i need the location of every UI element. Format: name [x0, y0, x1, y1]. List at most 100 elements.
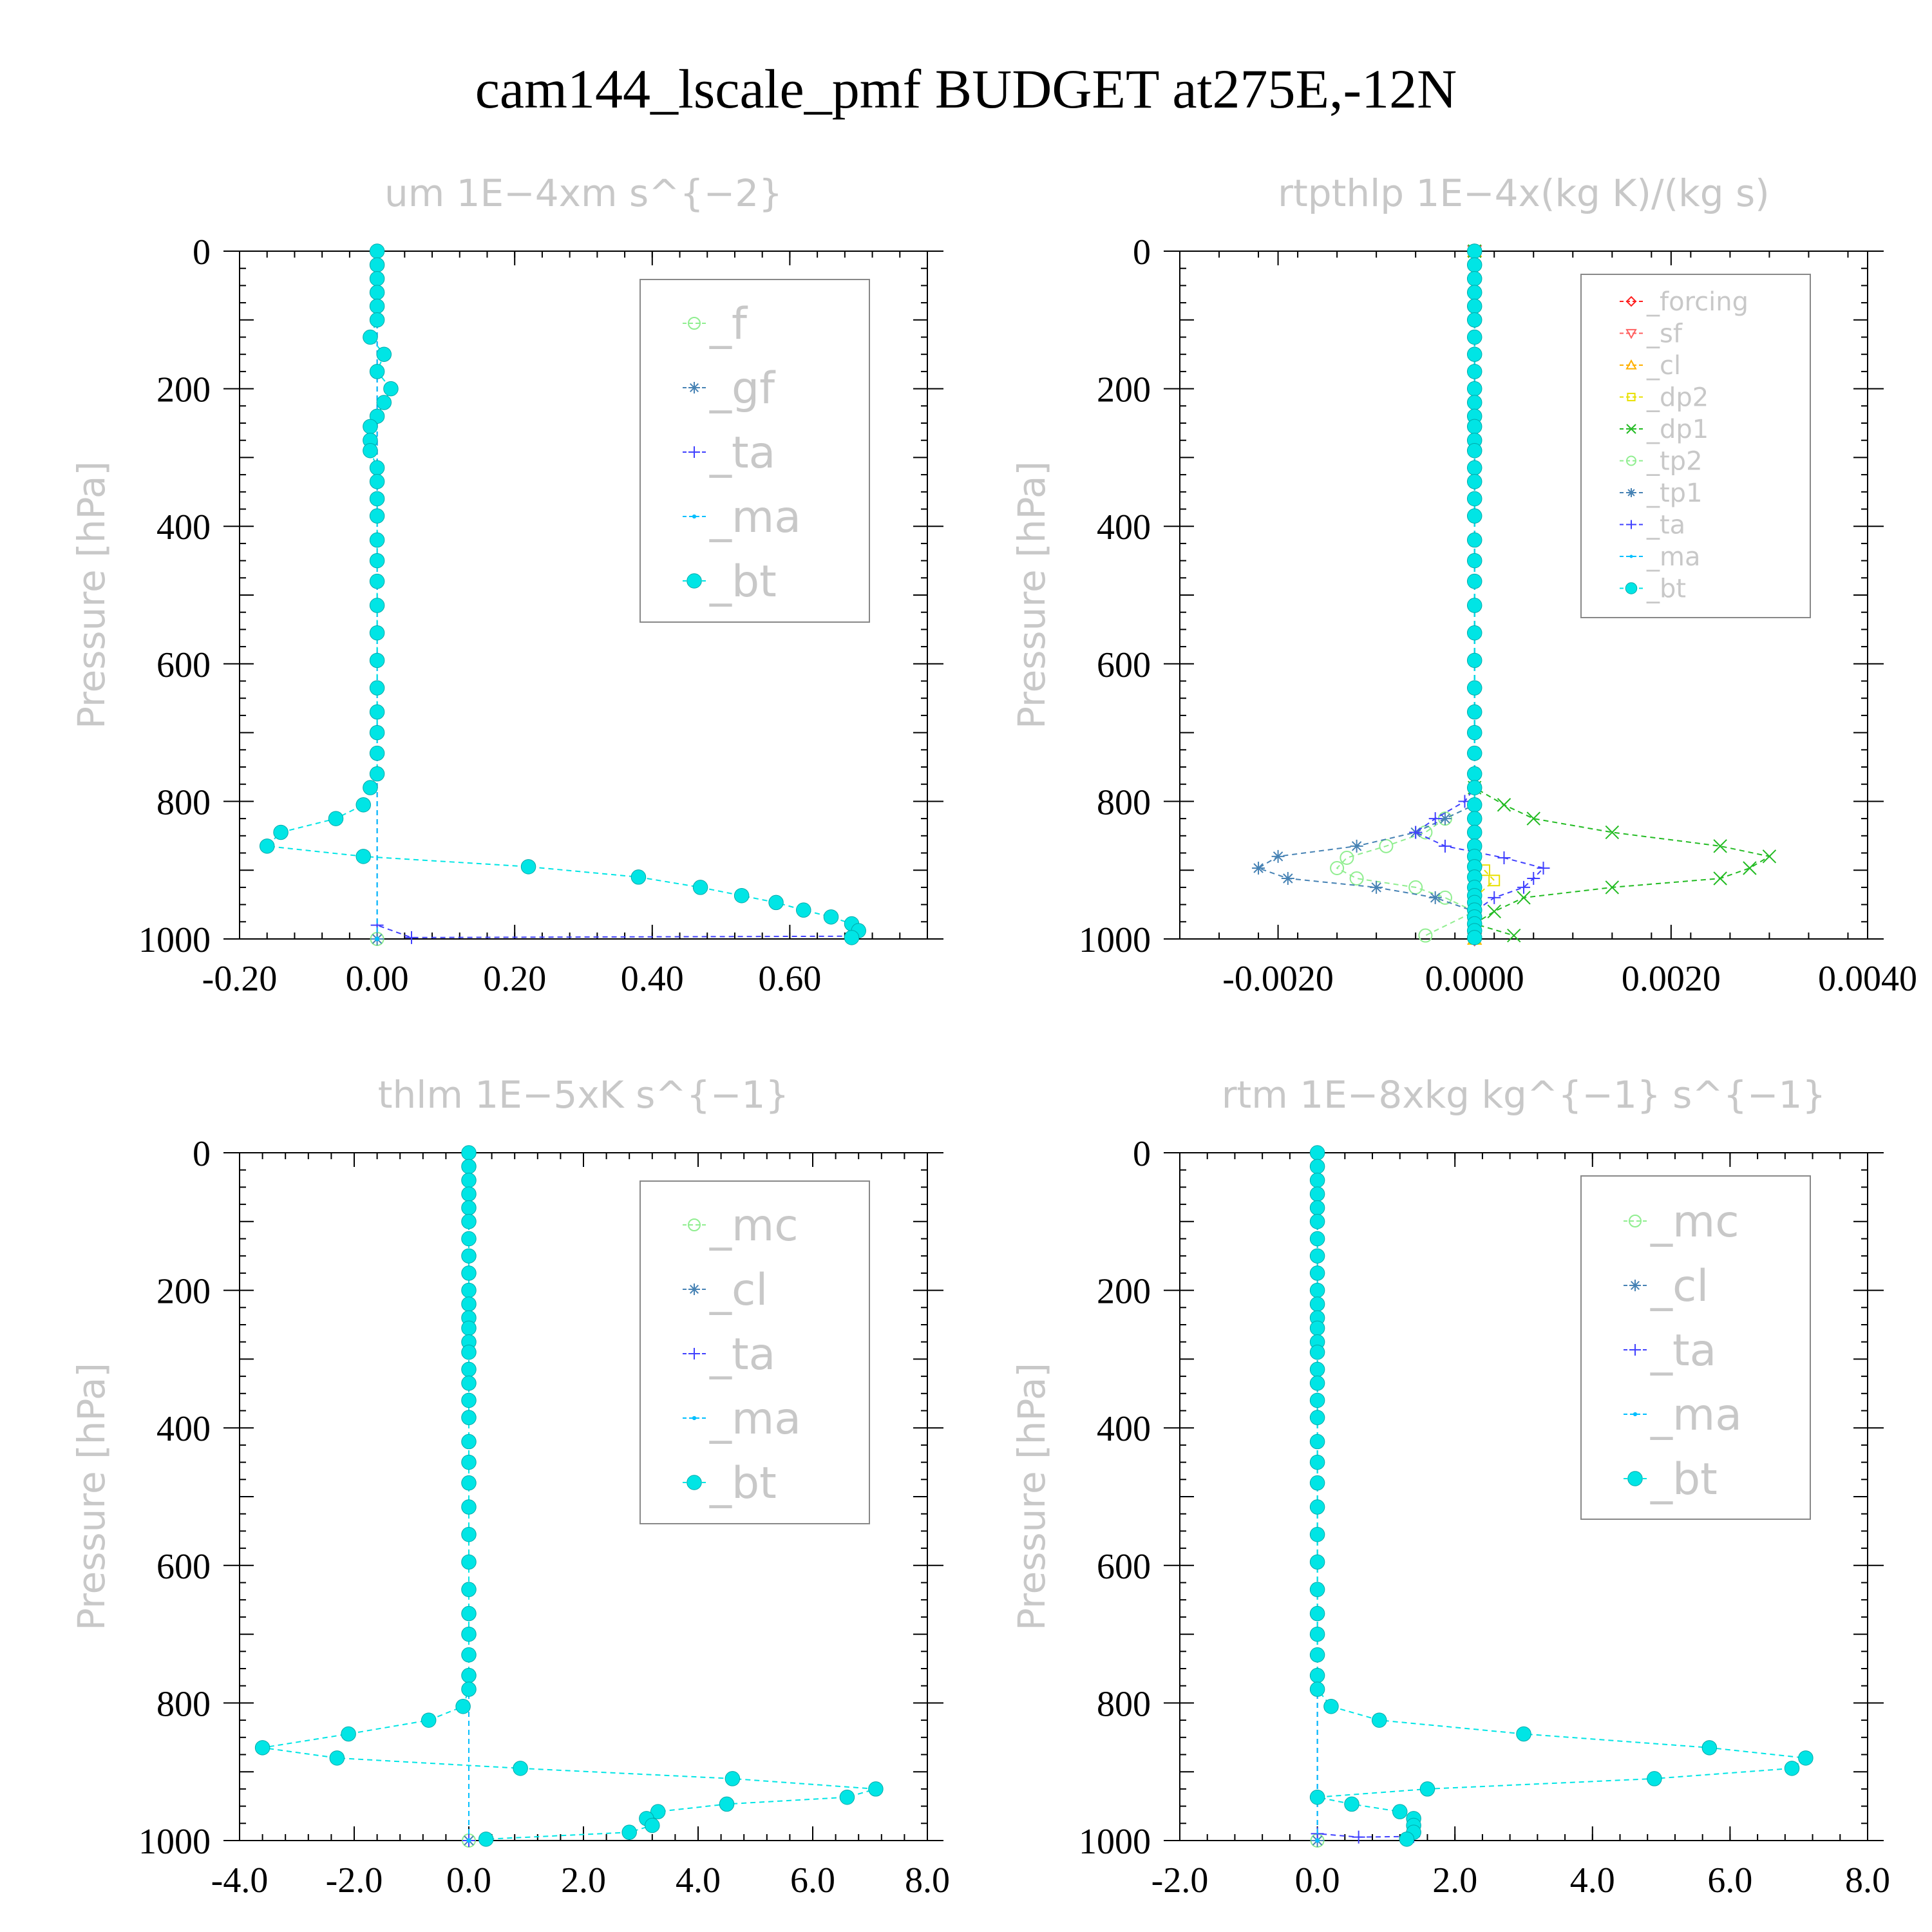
data-point [1466, 285, 1482, 300]
legend-marker [1627, 392, 1636, 402]
data-point [1466, 724, 1482, 741]
series-bt [1309, 1145, 1814, 1847]
legend-marker [1629, 1215, 1642, 1227]
y-tick-label: 400 [156, 1409, 211, 1449]
data-point [1466, 745, 1482, 761]
data-point [461, 1186, 477, 1202]
panel-um: um 1E−4xm s^{−2} Pressure [hPa] 0 200 400 600… [70, 171, 943, 999]
y-tick-label: 800 [1097, 1684, 1151, 1724]
data-point [369, 553, 385, 569]
data-point [1309, 1214, 1325, 1229]
data-point [1466, 474, 1482, 489]
data-point [1379, 838, 1394, 853]
legend-marker [1629, 1344, 1641, 1356]
data-point [376, 395, 392, 410]
data-point [369, 625, 385, 641]
series-line [265, 251, 860, 938]
y-tick-label: 600 [1097, 645, 1151, 685]
data-point [1743, 861, 1757, 875]
data-point [1309, 1647, 1325, 1663]
data-point [1309, 1605, 1325, 1622]
data-point [1466, 508, 1482, 524]
data-point [1516, 1726, 1531, 1742]
data-point [868, 1781, 884, 1797]
legend-label: _ma [1646, 542, 1700, 572]
data-point [375, 936, 380, 942]
data-point [1309, 1434, 1325, 1450]
data-point [1537, 862, 1550, 875]
data-point [724, 1771, 741, 1786]
data-point [1309, 1499, 1325, 1515]
data-point [461, 1681, 477, 1697]
y-tick-label: 600 [1097, 1547, 1151, 1587]
y-tick-label: 0 [1133, 1134, 1151, 1174]
x-tick-label: -4.0 [211, 1861, 269, 1900]
data-point [461, 1376, 477, 1391]
data-point [1352, 1830, 1365, 1844]
legend-marker [1625, 359, 1637, 370]
x-tick-label: 0.60 [758, 959, 821, 999]
x-tick-label: 2.0 [1432, 1861, 1477, 1900]
y-tick-label: 200 [156, 370, 211, 410]
data-point [650, 1804, 666, 1819]
legend-label: _forcing [1646, 287, 1748, 317]
series-line [1336, 251, 1477, 936]
data-point [369, 364, 385, 379]
data-point [1466, 243, 1482, 259]
panel-thlm: thlm 1E−5xK s^{−1} Pressure [hPa] 0 200 400 6… [70, 1073, 950, 1900]
data-point [369, 508, 385, 524]
data-point [1371, 1712, 1387, 1728]
legend-label: _ma [709, 1394, 801, 1444]
data-point [405, 931, 418, 944]
data-point [1713, 871, 1727, 886]
legend-label: _bt [709, 556, 777, 607]
y-tick-label: 200 [1097, 1272, 1151, 1312]
data-point [1466, 573, 1482, 589]
legend-marker [1627, 520, 1636, 529]
series-bt [259, 243, 866, 945]
legend-marker [1633, 1412, 1638, 1417]
legend-label: _f [709, 299, 748, 350]
data-point [461, 1526, 477, 1542]
data-point [369, 704, 385, 720]
data-point [461, 1554, 477, 1570]
x-tick-label: 0.0 [446, 1861, 491, 1900]
data-point [1488, 891, 1501, 904]
data-point [376, 346, 392, 362]
data-point [363, 780, 378, 795]
legend-marker [687, 1475, 702, 1490]
legend: _forcing_sf_cl_dp2_dp1 _tp2_tp1 _ta_ma_bt [1580, 274, 1811, 618]
data-point [363, 419, 378, 435]
data-point [461, 1145, 477, 1160]
data-point [259, 838, 275, 854]
data-point [1252, 862, 1265, 875]
x-tick-label: 4.0 [1570, 1861, 1615, 1900]
legend-marker [1626, 455, 1636, 466]
data-point [1466, 329, 1482, 345]
data-point [719, 1796, 735, 1812]
x-tick-label: 0.0020 [1622, 959, 1721, 999]
y-tick-label: 400 [156, 507, 211, 547]
data-point [1309, 1789, 1325, 1805]
data-point [630, 869, 647, 885]
data-point [1349, 871, 1364, 886]
legend-marker [1629, 1280, 1641, 1291]
data-point [369, 474, 385, 489]
data-point [1309, 1582, 1325, 1597]
legend-label: _ta [709, 428, 775, 478]
legend-box [639, 1180, 870, 1524]
y-tick-label: 600 [156, 645, 211, 685]
data-point [461, 1296, 477, 1312]
data-point [1713, 839, 1727, 853]
legend-label: _ta [1650, 1325, 1716, 1376]
data-point [461, 1361, 477, 1378]
x-tick-label: 2.0 [561, 1861, 606, 1900]
legend-marker [1625, 296, 1637, 307]
y-tick-label: 800 [1097, 782, 1151, 822]
data-point [328, 811, 344, 826]
series-line [1473, 251, 1772, 936]
data-point [1323, 1698, 1339, 1714]
legend-box [639, 279, 870, 623]
series-ta [1311, 1146, 1421, 1844]
x-tick-label: -0.0020 [1222, 959, 1334, 999]
